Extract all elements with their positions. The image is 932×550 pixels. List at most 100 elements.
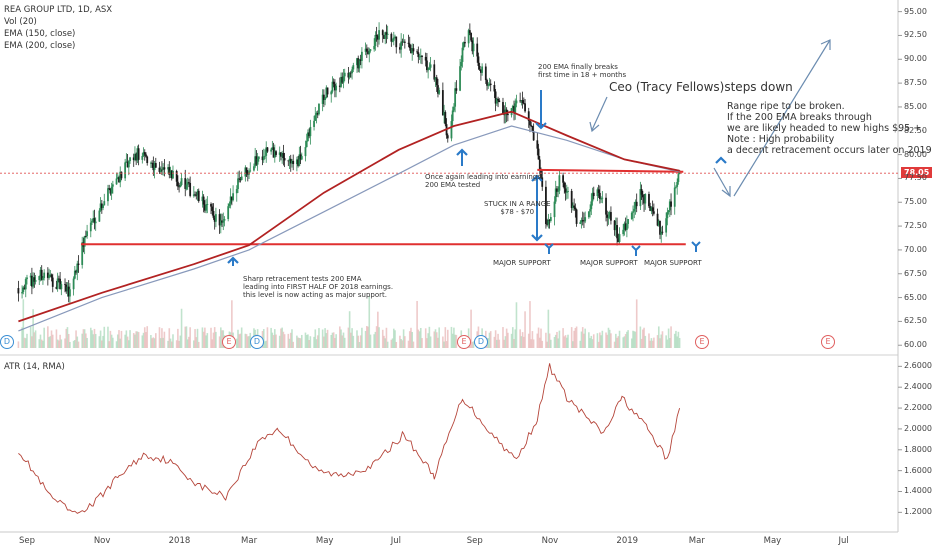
candle-body [506, 113, 509, 116]
volume-bar [341, 335, 344, 348]
symbol-label: REA GROUP LTD, 1D, ASX [4, 5, 113, 15]
volume-bar [220, 327, 222, 348]
volume-bar [332, 332, 335, 348]
volume-bar [429, 336, 432, 348]
earnings-marker[interactable]: E [821, 335, 835, 349]
volume-bar [321, 329, 324, 348]
candle-body [75, 270, 77, 273]
candle-body [648, 194, 650, 207]
earnings-marker[interactable]: E [695, 335, 709, 349]
volume-bar [605, 332, 607, 348]
candle-body [324, 97, 326, 100]
candle-body [194, 194, 196, 196]
volume-bar [357, 335, 360, 348]
volume-bar [313, 336, 315, 348]
x-tick-label: May [763, 536, 782, 546]
earnings-marker[interactable]: E [222, 335, 236, 349]
candle-body [212, 211, 215, 218]
candle-body [289, 158, 292, 164]
volume-bar [81, 333, 83, 348]
candle-body [202, 196, 205, 205]
volume-bar [649, 340, 651, 348]
volume-bar [330, 334, 333, 348]
candle-body [584, 217, 587, 222]
volume-bar [524, 311, 526, 348]
candle-body [206, 204, 209, 205]
candle-body [537, 148, 540, 160]
volume-bar [177, 328, 179, 348]
volume-bar [657, 326, 660, 348]
volume-bar [39, 334, 42, 348]
volume-bar [453, 327, 455, 348]
volume-bar [40, 339, 43, 348]
candle-body [219, 220, 222, 226]
volume-bar [626, 331, 628, 348]
volume-bar [648, 333, 650, 348]
volume-bar [540, 328, 542, 348]
volume-bar [184, 326, 187, 348]
volume-bar [266, 327, 269, 348]
volume-bar [168, 328, 171, 348]
x-tick-label: 2018 [168, 536, 191, 546]
last-price-tag: 78.05 [901, 167, 932, 178]
dividend-marker[interactable]: D [0, 335, 14, 349]
volume-bar [161, 328, 163, 348]
volume-bar [454, 334, 456, 348]
volume-bar [443, 341, 445, 348]
volume-bar [150, 335, 152, 348]
volume-bar [651, 340, 654, 348]
range-top-line [537, 168, 684, 173]
candle-body [427, 69, 430, 71]
candle-body [450, 121, 453, 139]
candle-body [149, 162, 152, 164]
volume-bar [427, 333, 429, 348]
volume-bar [445, 341, 448, 348]
volume-bar [48, 337, 50, 348]
x-tick-label: Jul [390, 536, 401, 546]
volume-bar [404, 336, 406, 348]
volume-bar [34, 330, 37, 348]
candle-body [349, 72, 352, 74]
atr-tick-label: 2.6000 [904, 361, 932, 371]
candle-body [32, 277, 35, 287]
candle-body [55, 286, 58, 289]
volume-bar [231, 300, 233, 348]
volume-bar [352, 335, 355, 348]
candle-body [73, 270, 76, 279]
volume-bar [72, 340, 75, 348]
volume-bar [503, 339, 506, 348]
volume-bar [417, 329, 420, 348]
volume-bar [314, 329, 317, 348]
candle-body [531, 125, 534, 132]
volume-bar [163, 331, 166, 348]
candle-body [34, 280, 37, 282]
candle-body [639, 189, 642, 207]
candle-body [640, 189, 643, 195]
candle-body [417, 52, 420, 58]
volume-bar [98, 336, 101, 348]
earnings-marker[interactable]: E [457, 335, 471, 349]
volume-bar [412, 341, 415, 348]
volume-bar [22, 299, 25, 348]
candle-body [50, 274, 53, 278]
candle-body [163, 167, 166, 170]
volume-bar [141, 335, 144, 348]
candle-body [246, 173, 249, 175]
volume-bar [278, 335, 281, 348]
candle-body [72, 278, 75, 290]
candle-body [489, 83, 492, 86]
candle-body [60, 284, 63, 290]
volume-bar [472, 341, 475, 348]
volume-bar [673, 333, 676, 348]
candle-body [368, 50, 371, 55]
volume-bar [394, 330, 396, 348]
arrow-ceo [591, 96, 608, 131]
volume-bar [408, 331, 411, 348]
dividend-marker[interactable]: D [250, 335, 264, 349]
candle-body [197, 190, 200, 202]
candle-body [315, 113, 318, 116]
candle-body [221, 220, 223, 223]
retrace-annotation: Sharp retracement tests 200 EMA leading … [243, 275, 394, 299]
dividend-marker[interactable]: D [474, 335, 488, 349]
